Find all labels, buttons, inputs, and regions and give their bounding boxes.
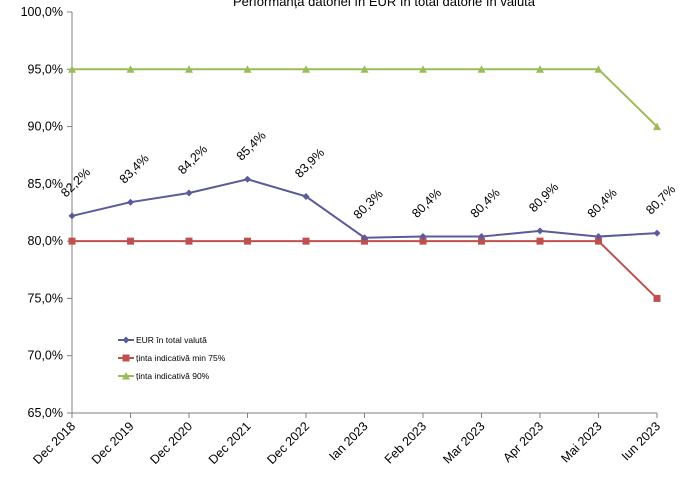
legend-marker-target90-point <box>122 372 130 380</box>
series-min75-point <box>68 237 76 245</box>
data-label: 80,7% <box>643 182 678 217</box>
data-label: 80,4% <box>585 186 620 221</box>
series-target90-point <box>360 65 369 73</box>
series-target90-point <box>536 65 544 73</box>
data-label: 84,2% <box>175 142 210 177</box>
series-target90-point <box>185 65 193 73</box>
y-tick-label: 95,0% <box>28 62 63 76</box>
legend-marker-min75-point <box>122 354 130 362</box>
series-min75-line <box>72 240 658 300</box>
series-layer <box>68 65 661 302</box>
data-label: 80,3% <box>351 187 386 222</box>
data-labels: 82,2% 83,4% 84,2% 85,4% 83,9% 80,3% 80,4% 80,4%… <box>58 128 678 221</box>
series-target90-point <box>419 65 427 73</box>
y-tick-label: 70,0% <box>28 349 63 363</box>
series-min75-point <box>127 237 134 245</box>
series-min75-point <box>536 237 544 245</box>
series-target90-point <box>126 65 135 73</box>
series-eur-point <box>419 233 427 241</box>
series-eur-point <box>127 198 134 206</box>
series-min75 <box>68 237 661 302</box>
series-eur-point <box>68 212 76 220</box>
series-eur-point <box>595 233 602 241</box>
y-tick-label: 75,0% <box>28 291 63 305</box>
data-label: 80,4% <box>409 186 444 221</box>
y-tick-label: 65,0% <box>28 406 63 420</box>
x-tick-label: Ian 2023 <box>326 419 370 463</box>
series-target90-point <box>243 65 252 73</box>
series-target90-point <box>594 65 603 73</box>
y-tick-label: 80,0% <box>28 234 63 248</box>
series-target90-point <box>653 122 661 131</box>
x-tick-label: Iun 2023 <box>619 419 663 463</box>
y-tick-label: 85,0% <box>28 177 63 191</box>
legend-label-min75: ținta indicativă min 75% <box>136 353 226 363</box>
data-label: 82,2% <box>58 165 93 200</box>
series-min75-point <box>244 237 251 245</box>
x-tick-label: Dec 2020 <box>147 419 195 467</box>
series-min75-point <box>478 237 485 245</box>
chart-axes: 65,0% 70,0% 75,0% 80,0% 85,0% 90,0% 95,0% 100,0… <box>21 5 664 467</box>
data-label: 85,4% <box>234 128 269 163</box>
series-eur-point <box>361 234 368 242</box>
series-min75-point <box>595 237 602 245</box>
series-min75-point <box>653 294 661 302</box>
series-target90-line <box>72 68 658 128</box>
series-target90-point <box>302 65 310 73</box>
y-tick-label: 90,0% <box>28 120 63 134</box>
data-label: 80,9% <box>526 180 561 215</box>
legend-label-target90: ținta indicativă 90% <box>136 371 210 381</box>
series-eur <box>68 175 661 242</box>
series-eur-point <box>244 175 251 183</box>
x-tick-label: Feb 2023 <box>382 419 429 466</box>
series-eur-point <box>302 192 310 200</box>
legend: EUR în total valută ținta indicativă min … <box>118 335 226 381</box>
series-min75-point <box>419 237 427 245</box>
series-target90 <box>68 65 661 131</box>
series-eur-point <box>653 229 661 237</box>
x-tick-label: Dec 2019 <box>89 419 137 467</box>
series-eur-point <box>478 233 485 241</box>
x-tick-label: Dec 2018 <box>30 419 78 467</box>
series-eur-point <box>185 189 193 197</box>
legend-label-eur: EUR în total valută <box>136 335 207 345</box>
series-min75-point <box>302 237 310 245</box>
data-label: 83,9% <box>292 146 327 181</box>
series-eur-point <box>536 227 544 235</box>
data-label: 80,4% <box>468 186 503 221</box>
y-tick-label: 100,0% <box>21 5 63 19</box>
x-tick-label: Apr 2023 <box>500 419 546 465</box>
x-tick-label: Dec 2022 <box>264 419 312 467</box>
x-tick-label: Dec 2021 <box>206 419 254 467</box>
legend-marker-eur-point <box>122 336 130 344</box>
series-min75-point <box>185 237 193 245</box>
series-target90-point <box>68 65 76 73</box>
x-tick-label: Mar 2023 <box>440 419 487 466</box>
data-label: 83,4% <box>117 151 152 186</box>
chart-title: Performanța datoriei în EUR în total dat… <box>233 0 536 9</box>
series-target90-point <box>477 65 486 73</box>
x-tick-label: Mai 2023 <box>558 419 604 465</box>
